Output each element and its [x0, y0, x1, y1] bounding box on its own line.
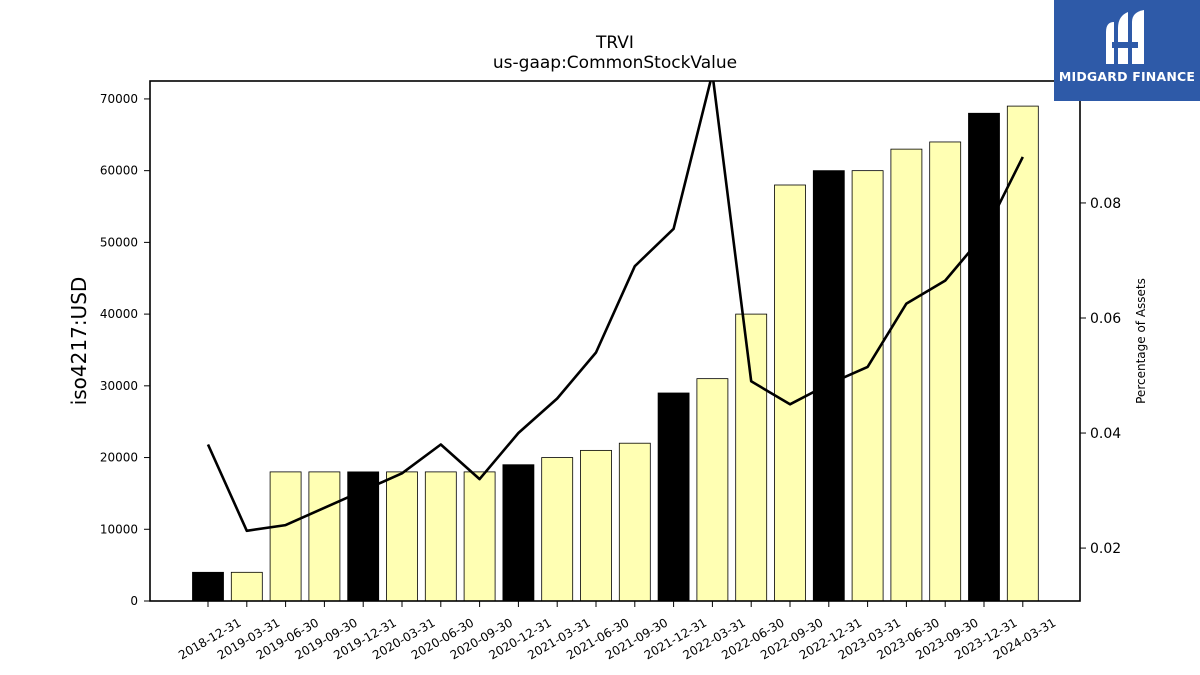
bar	[308, 471, 341, 602]
bar	[192, 571, 224, 602]
bar	[968, 112, 1000, 602]
bar	[1006, 105, 1039, 602]
bar	[851, 170, 884, 602]
y2-tick-label: 0.02	[1090, 541, 1121, 557]
bar	[269, 471, 302, 602]
logo-mark-icon	[1106, 10, 1144, 64]
y-tick-label: 20000	[100, 451, 138, 465]
bar	[424, 471, 457, 602]
y-tick-label: 10000	[100, 522, 138, 536]
y-tick-label: 40000	[100, 307, 138, 321]
y-tick-label: 0	[130, 594, 138, 608]
logo-text: MIDGARD FINANCE	[1058, 69, 1196, 84]
y2-tick-label: 0.08	[1090, 196, 1121, 212]
bar	[696, 378, 729, 602]
chart-subtitle: us-gaap:CommonStockValue	[493, 53, 737, 73]
y-tick-label: 30000	[100, 379, 138, 393]
bar	[347, 471, 380, 602]
brand-logo: MIDGARD FINANCE	[1054, 0, 1200, 101]
bar	[386, 471, 418, 602]
bar	[502, 464, 535, 602]
y2-tick-label: 0.04	[1090, 426, 1121, 442]
bar	[618, 442, 651, 602]
bar	[580, 449, 612, 602]
bar	[657, 392, 690, 602]
bar	[541, 457, 574, 602]
bar	[463, 471, 496, 602]
y-tick-label: 70000	[100, 92, 138, 106]
bar	[774, 184, 806, 602]
chart-title: TRVI	[595, 33, 634, 53]
bars-layer	[192, 105, 1039, 602]
line-layer	[206, 81, 1024, 533]
y2-axis-label: Percentage of Assets	[1134, 278, 1148, 404]
bar	[230, 571, 263, 602]
plot-frame	[149, 80, 1081, 602]
bar	[735, 313, 768, 602]
y-axis-label: iso4217:USD	[67, 277, 91, 406]
y-tick-label: 60000	[100, 164, 138, 178]
bar	[890, 148, 923, 602]
y2-tick-label: 0.06	[1090, 311, 1121, 327]
y-tick-label: 50000	[100, 235, 138, 249]
bar	[812, 170, 845, 602]
bar	[929, 141, 962, 602]
percentage-line	[206, 81, 1024, 533]
